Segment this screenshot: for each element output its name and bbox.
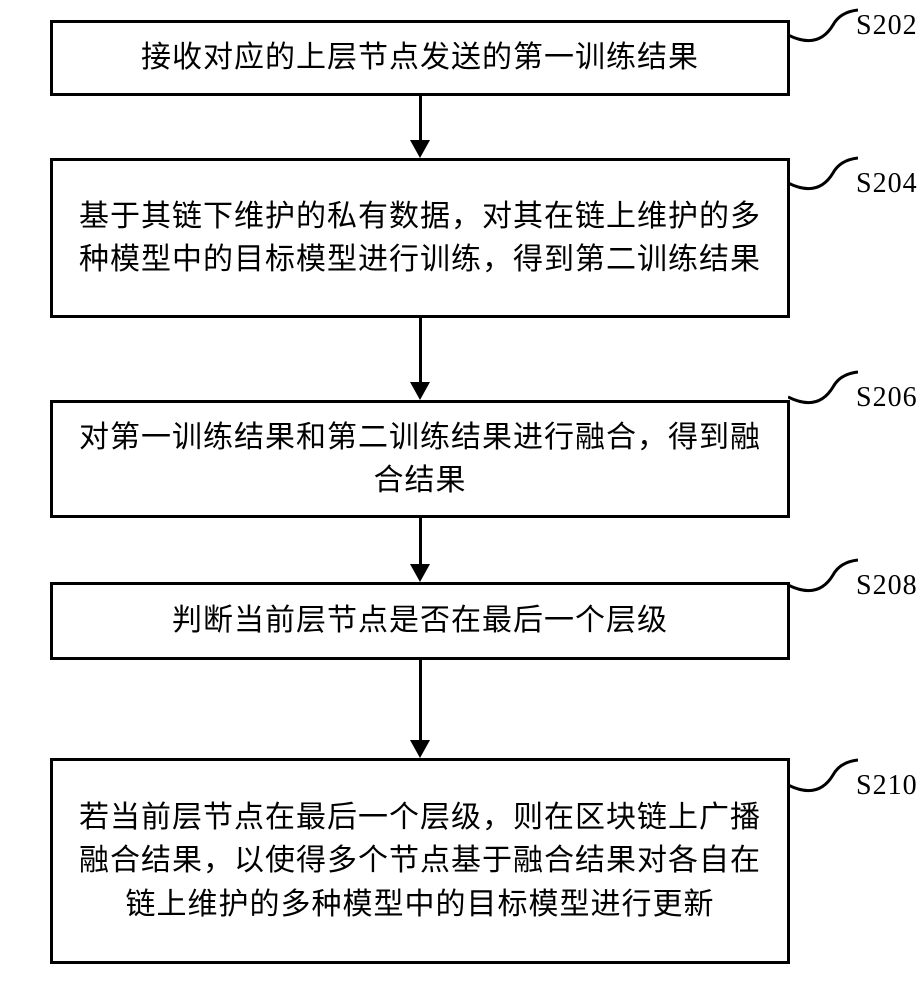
arrow-line [419,318,422,382]
step-label-s208: S208 [856,570,918,602]
step-label-s206: S206 [856,382,918,414]
flow-node-text: 对第一训练结果和第二训练结果进行融合，得到融合结果 [71,416,769,503]
flow-node-s210: 若当前层节点在最后一个层级，则在区块链上广播融合结果，以使得多个节点基于融合结果… [50,758,790,964]
flow-node-text: 若当前层节点在最后一个层级，则在区块链上广播融合结果，以使得多个节点基于融合结果… [71,796,769,927]
flow-node-s204: 基于其链下维护的私有数据，对其在链上维护的多种模型中的目标模型进行训练，得到第二… [50,158,790,318]
flow-node-text: 接收对应的上层节点发送的第一训练结果 [141,36,699,80]
arrow-head-icon [410,382,430,400]
step-label-s204: S204 [856,168,918,200]
callout-s206 [788,362,858,412]
arrow-head-icon [410,740,430,758]
arrow-line [419,96,422,140]
arrow-line [419,518,422,564]
callout-s202 [788,0,858,50]
callout-s210 [788,750,858,800]
callout-s204 [788,148,858,198]
arrow-line [419,660,422,740]
step-label-s202: S202 [856,10,918,42]
step-label-s210: S210 [856,770,918,802]
flow-node-s206: 对第一训练结果和第二训练结果进行融合，得到融合结果 [50,400,790,518]
arrow-head-icon [410,564,430,582]
flow-node-s208: 判断当前层节点是否在最后一个层级 [50,582,790,660]
callout-s208 [788,550,858,600]
flow-node-s202: 接收对应的上层节点发送的第一训练结果 [50,20,790,96]
flow-node-text: 基于其链下维护的私有数据，对其在链上维护的多种模型中的目标模型进行训练，得到第二… [71,195,769,282]
flow-node-text: 判断当前层节点是否在最后一个层级 [172,599,668,643]
flowchart-canvas: 接收对应的上层节点发送的第一训练结果 S202 基于其链下维护的私有数据，对其在… [0,0,924,1000]
arrow-head-icon [410,140,430,158]
